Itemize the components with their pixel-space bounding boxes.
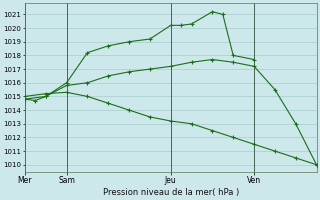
X-axis label: Pression niveau de la mer( hPa ): Pression niveau de la mer( hPa ) — [103, 188, 239, 197]
